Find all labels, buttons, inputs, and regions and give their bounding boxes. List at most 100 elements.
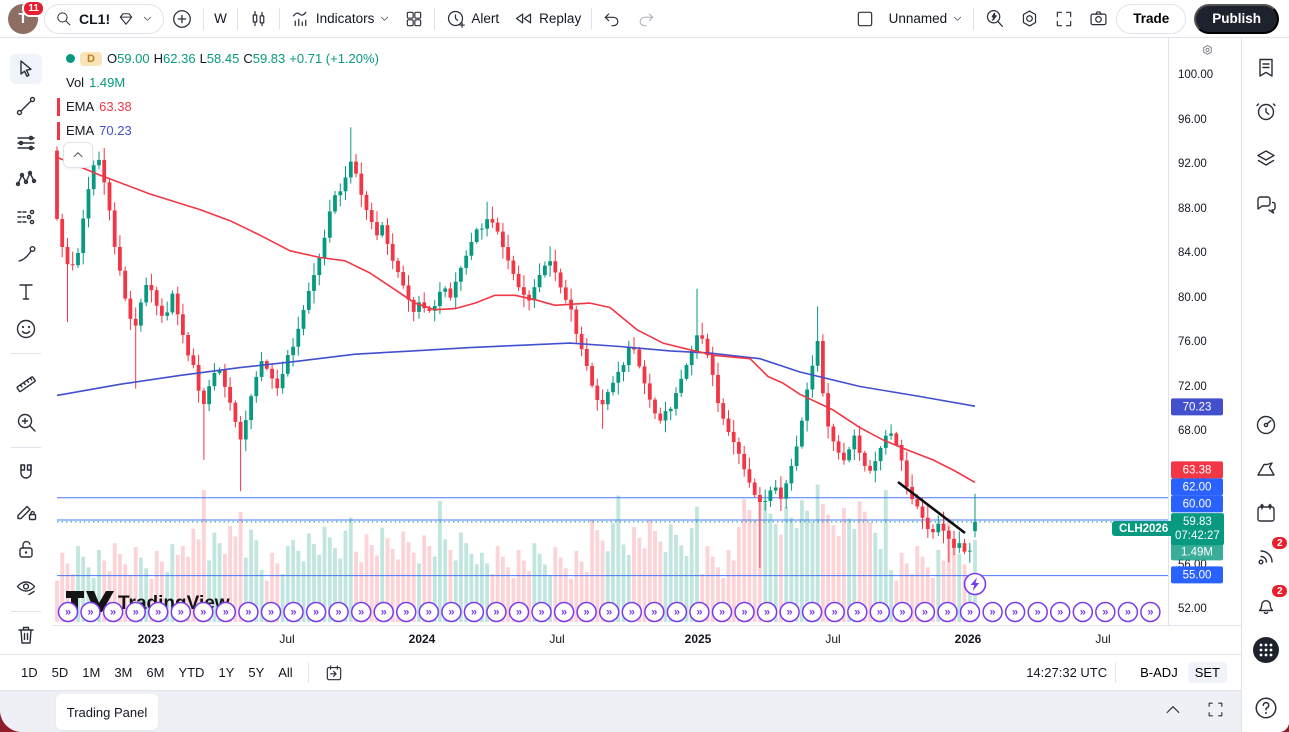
market-status-dot [66,54,75,63]
redo-button[interactable] [629,4,663,34]
svg-text:»: » [967,607,973,619]
tool-trend-line[interactable] [10,91,42,121]
tool-magnet-icon [20,464,32,479]
undo-button[interactable] [595,4,629,34]
alert-button[interactable]: Alert [438,4,506,34]
tool-hide-drawings[interactable] [10,572,42,602]
contract-rollover-marker: » [644,601,665,623]
layout-name-button[interactable]: Unnamed [882,4,971,34]
tool-cursor[interactable] [10,54,42,84]
help-button[interactable] [1251,693,1281,723]
streams-count-badge: 2 [1272,537,1287,549]
range-button-1y[interactable]: 1Y [211,662,241,683]
calendar-button[interactable] [1251,498,1281,528]
session-toggle[interactable]: SET [1187,662,1227,683]
tool-horizontal-lines[interactable] [10,128,42,158]
contract-rollover-marker: » [283,601,304,623]
tool-drawing-lock[interactable] [10,496,42,526]
layout-grid-button[interactable] [397,4,431,34]
notifications-button[interactable]: 2 [1251,585,1287,620]
contract-rollover-marker: » [147,601,169,623]
candlestick-icon [252,10,265,27]
tool-lock-all[interactable] [10,534,42,564]
clock-utc[interactable]: 14:27:32 UTC [1026,665,1108,680]
svg-text:»: » [155,607,161,619]
tool-measure[interactable] [10,369,42,399]
range-button-1d[interactable]: 1D [14,662,45,683]
legend-ema-slow-row[interactable]: EMA 70.23 [56,121,383,140]
range-button-all[interactable]: All [271,662,299,683]
user-avatar[interactable]: T 11 [8,0,45,34]
range-button-3m[interactable]: 3M [107,662,139,683]
interval-button[interactable]: W [207,4,234,34]
tool-remove-drawings[interactable] [10,620,42,650]
gem-icon[interactable] [117,10,135,28]
contract-price-label[interactable]: CLH2026 [1112,521,1176,536]
divider [973,7,975,30]
svg-text:»: » [1147,607,1153,619]
tool-brush[interactable] [10,239,42,269]
contract-rollover-marker: » [1117,601,1139,623]
tool-text[interactable] [10,277,42,307]
trading-panel-tab[interactable]: Trading Panel [56,694,158,730]
chart-style-button[interactable] [241,4,276,34]
legend-volume-row[interactable]: Vol 1.49M [66,74,383,91]
delayed-data-badge[interactable]: D [80,51,102,66]
range-button-ytd[interactable]: YTD [171,662,211,683]
tool-pattern-xabcd[interactable] [10,165,42,195]
adjustment-toggle[interactable]: B-ADJ [1134,662,1184,683]
replay-button[interactable]: Replay [506,4,588,34]
watchlist-button[interactable] [1251,53,1281,83]
save-layout-button[interactable] [848,4,882,34]
contract-rollover-marker: » [598,601,620,623]
go-to-date-button[interactable] [317,658,351,688]
time-axis-label: 2023 [137,632,165,646]
ideas-button[interactable] [1251,453,1281,483]
quick-search-button[interactable] [977,4,1012,34]
data-window-button[interactable] [1251,410,1281,440]
snapshot-button[interactable] [1081,4,1116,34]
contract-rollover-marker: » [1027,601,1048,623]
all-apps-button[interactable] [1251,635,1281,665]
candle-stripe [56,97,60,116]
ema-fast-value: 63.38 [99,99,132,114]
axis-settings-gear-icon[interactable] [1200,43,1215,58]
tool-magnet[interactable] [10,458,42,488]
object-tree-button[interactable] [1251,143,1281,173]
range-button-1m[interactable]: 1M [75,662,107,683]
fullscreen-icon [1056,11,1072,26]
contract-rollover-marker: » [621,601,643,623]
trade-button[interactable]: Trade [1116,3,1187,34]
streams-button[interactable]: 2 [1251,537,1287,572]
maximize-panel-button[interactable] [1206,700,1225,719]
indicators-button[interactable]: Indicators [283,4,398,34]
add-symbol-button[interactable] [164,4,200,34]
settings-button[interactable] [1012,4,1047,34]
alerts-button[interactable] [1251,96,1281,126]
tool-emoji[interactable] [10,314,42,344]
publish-button[interactable]: Publish [1194,3,1279,34]
range-button-5d[interactable]: 5D [45,662,76,683]
legend-main-row[interactable]: D O59.00 H62.36 L58.45 C59.83 +0.71 (+1.20%) [66,50,383,67]
range-button-6m[interactable]: 6M [139,662,171,683]
contract-rollover-marker: » [328,601,349,623]
legend-ema-fast-row[interactable]: EMA 63.38 [56,97,383,116]
svg-text:»: » [268,607,274,619]
price-badge: 55.00 [1171,566,1223,584]
symbol-search[interactable]: CL1! [44,3,165,34]
collapse-legend-button[interactable] [63,142,93,168]
tool-projection[interactable] [10,202,42,232]
indicators-icon [292,11,307,27]
price-badge: 59.83 07:42:27 [1171,513,1224,545]
expand-panel-button[interactable] [1163,700,1183,720]
time-axis[interactable]: 2023 Jul 2024 Jul 2025 Jul 2026 Jul [52,625,1241,654]
grid-icon [407,11,422,26]
chat-button[interactable] [1251,190,1281,220]
go-to-date-icon [326,664,341,680]
fullscreen-button[interactable] [1047,4,1081,34]
price-axis[interactable]: 100.00 96.00 92.00 88.00 84.00 80.00 76.00 72.0… [1168,38,1241,625]
chart-canvas[interactable]: TradingView»»»»»»»»»»»»»»»»»»»»»»»»»»»»»… [52,38,1168,625]
range-button-5y[interactable]: 5Y [241,662,271,683]
tool-cursor-icon [20,60,32,77]
tool-zoom-in[interactable] [10,407,42,437]
